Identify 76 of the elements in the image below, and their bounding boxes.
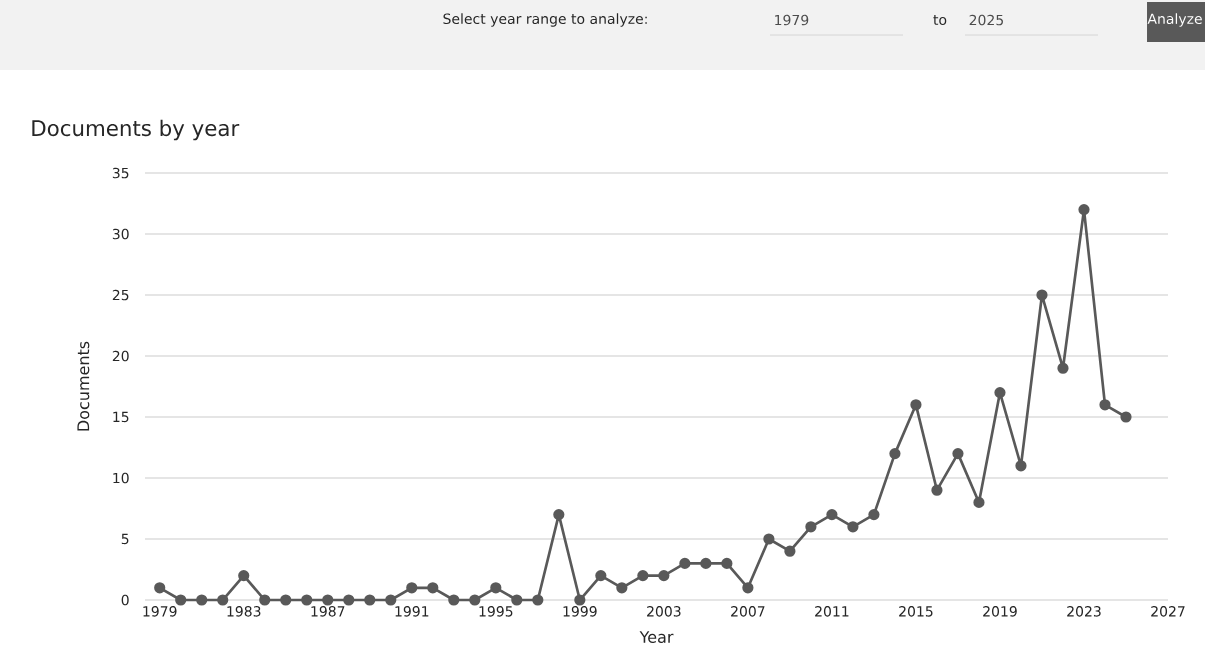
point bbox=[637, 570, 649, 582]
point bbox=[595, 570, 607, 582]
point bbox=[574, 594, 586, 606]
x-tick-label: 1991 bbox=[395, 606, 429, 617]
text: Select year range to analyze: bbox=[443, 13, 647, 27]
text: 2025 bbox=[969, 14, 1003, 26]
point bbox=[280, 594, 292, 606]
chart-title: Documents by year bbox=[32, 119, 240, 141]
point bbox=[763, 533, 775, 545]
y-tick-label: 35 bbox=[112, 167, 129, 179]
point bbox=[805, 521, 817, 533]
y-tick-label: 20 bbox=[112, 350, 129, 362]
x-tick-label: 1987 bbox=[311, 606, 345, 617]
point bbox=[217, 594, 229, 606]
point bbox=[154, 582, 166, 594]
point bbox=[847, 521, 859, 533]
y-axis-title: Documents bbox=[77, 341, 90, 431]
x-tick-label: 2007 bbox=[731, 606, 765, 617]
point bbox=[175, 594, 187, 606]
point bbox=[1078, 204, 1090, 216]
point bbox=[973, 496, 985, 509]
y-tick-label: 30 bbox=[112, 228, 129, 240]
point bbox=[259, 594, 271, 606]
point bbox=[952, 448, 964, 460]
x-tick-label: 2027 bbox=[1151, 606, 1185, 617]
point bbox=[1036, 289, 1048, 301]
point bbox=[679, 557, 691, 570]
point bbox=[301, 594, 313, 606]
text: 1979 bbox=[775, 14, 809, 26]
point bbox=[721, 557, 733, 570]
x-axis-title: Year bbox=[639, 631, 674, 644]
point bbox=[385, 594, 397, 606]
point bbox=[553, 509, 565, 521]
x-tick-label: 2019 bbox=[983, 606, 1017, 617]
x-tick-label: 2011 bbox=[815, 606, 849, 617]
point bbox=[889, 448, 901, 460]
point bbox=[742, 582, 754, 594]
y-tick-label: 15 bbox=[113, 411, 129, 423]
point bbox=[658, 570, 670, 582]
x-tick-label: 1995 bbox=[479, 606, 513, 617]
point bbox=[448, 594, 460, 606]
point bbox=[1120, 411, 1132, 423]
point bbox=[511, 594, 523, 606]
x-tick-label: 2023 bbox=[1067, 606, 1101, 617]
point bbox=[616, 582, 628, 594]
point bbox=[238, 570, 250, 582]
point bbox=[910, 399, 922, 411]
point bbox=[364, 594, 376, 606]
point bbox=[994, 387, 1006, 399]
point bbox=[406, 582, 418, 594]
point bbox=[1015, 460, 1027, 472]
y-tick-label: 10 bbox=[113, 472, 129, 484]
point bbox=[490, 582, 502, 594]
point bbox=[196, 594, 208, 606]
point bbox=[322, 594, 334, 606]
point bbox=[343, 594, 355, 606]
point bbox=[931, 484, 943, 496]
y-tick-label: 5 bbox=[121, 533, 129, 545]
point bbox=[532, 594, 544, 606]
point bbox=[826, 509, 838, 521]
point bbox=[1057, 362, 1069, 374]
x-tick-label: 1999 bbox=[563, 606, 597, 617]
x-tick-label: 1983 bbox=[227, 606, 261, 617]
point bbox=[427, 582, 439, 594]
point bbox=[1099, 399, 1111, 411]
text: to bbox=[933, 14, 947, 26]
x-tick-label: 2003 bbox=[647, 606, 681, 617]
point bbox=[469, 594, 481, 606]
point bbox=[868, 509, 880, 521]
y-tick-label: 25 bbox=[112, 289, 129, 301]
x-tick-label: 1979 bbox=[143, 606, 177, 617]
text: Analyze bbox=[1147, 13, 1202, 27]
point bbox=[700, 557, 712, 570]
x-tick-label: 2015 bbox=[899, 606, 933, 617]
point bbox=[784, 545, 796, 557]
y-tick-label: 0 bbox=[121, 594, 129, 606]
